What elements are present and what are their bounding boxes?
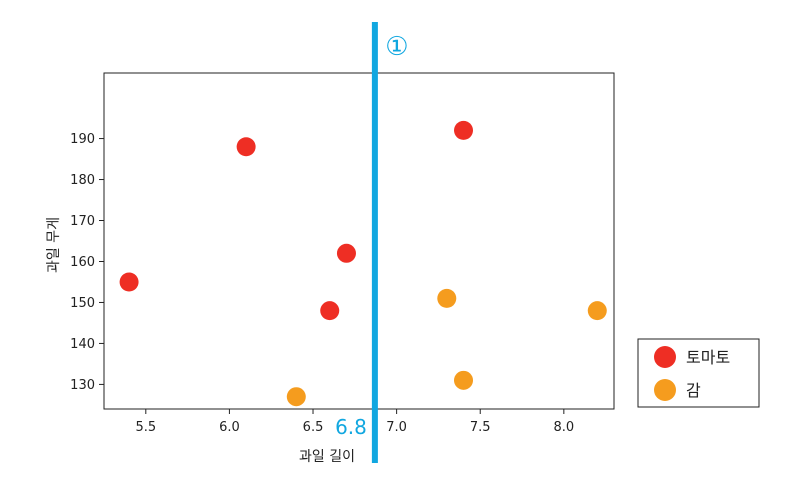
data-point <box>119 272 139 292</box>
data-point <box>236 137 256 157</box>
y-tick-label: 140 <box>70 337 95 352</box>
data-point <box>336 243 356 263</box>
data-point <box>286 387 306 407</box>
y-tick-label: 130 <box>70 378 95 393</box>
data-point <box>320 301 340 321</box>
x-tick-label: 8.0 <box>553 420 574 435</box>
y-axis-label: 과일 무게 <box>46 217 62 273</box>
plot-area <box>103 72 615 410</box>
y-tick-label: 190 <box>70 132 95 147</box>
legend-marker <box>654 346 676 368</box>
data-point <box>454 120 474 140</box>
legend-label: 토마토 <box>686 348 730 367</box>
y-tick-label: 150 <box>70 296 95 311</box>
x-tick-label: 6.5 <box>303 420 324 435</box>
x-tick-label: 6.0 <box>219 420 240 435</box>
y-tick-label: 160 <box>70 255 95 270</box>
data-point <box>587 301 607 321</box>
x-tick-label: 7.5 <box>470 420 491 435</box>
data-point <box>437 288 457 308</box>
split-value-label: 6.8 <box>335 415 367 439</box>
x-tick-label: 5.5 <box>135 420 156 435</box>
y-tick-label: 180 <box>70 173 95 188</box>
x-tick-label: 7.0 <box>386 420 407 435</box>
y-tick-label: 170 <box>70 214 95 229</box>
x-axis-label: 과일 길이 <box>299 449 355 465</box>
data-point <box>454 370 474 390</box>
split-number-marker: ① <box>385 32 408 62</box>
legend-marker <box>654 379 676 401</box>
legend-label: 감 <box>686 381 701 400</box>
